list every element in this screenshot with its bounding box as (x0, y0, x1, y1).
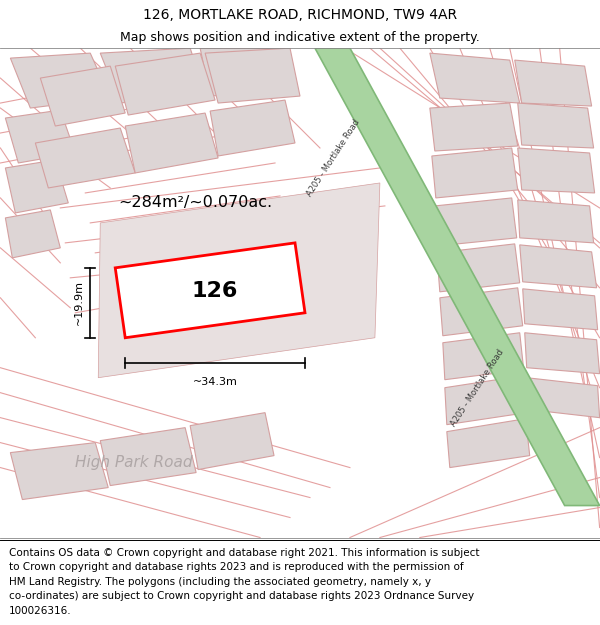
Polygon shape (518, 200, 593, 243)
Polygon shape (447, 419, 530, 468)
Polygon shape (435, 198, 517, 246)
Text: A205 - Mortlake Road: A205 - Mortlake Road (305, 118, 361, 198)
Text: 126, MORTLAKE ROAD, RICHMOND, TW9 4AR: 126, MORTLAKE ROAD, RICHMOND, TW9 4AR (143, 8, 457, 22)
Polygon shape (115, 53, 215, 115)
Polygon shape (445, 376, 527, 424)
Polygon shape (430, 103, 518, 151)
Text: ~34.3m: ~34.3m (193, 377, 238, 387)
Polygon shape (515, 60, 592, 106)
Text: 126: 126 (192, 281, 238, 301)
Polygon shape (440, 288, 523, 336)
Polygon shape (432, 148, 518, 198)
Polygon shape (100, 428, 196, 486)
Polygon shape (527, 378, 599, 418)
Polygon shape (520, 245, 596, 288)
Polygon shape (315, 48, 599, 506)
Polygon shape (100, 48, 205, 103)
Polygon shape (10, 53, 110, 108)
Polygon shape (518, 103, 593, 148)
Text: Contains OS data © Crown copyright and database right 2021. This information is : Contains OS data © Crown copyright and d… (9, 548, 479, 616)
Polygon shape (430, 53, 520, 103)
Polygon shape (5, 110, 75, 163)
Polygon shape (190, 412, 274, 469)
Polygon shape (443, 332, 524, 380)
Polygon shape (40, 66, 125, 126)
Polygon shape (98, 183, 380, 378)
Text: High Park Road: High Park Road (75, 455, 193, 470)
Polygon shape (210, 100, 295, 156)
Text: ~19.9m: ~19.9m (74, 280, 84, 325)
Polygon shape (125, 113, 218, 173)
Text: ~284m²/~0.070ac.: ~284m²/~0.070ac. (118, 196, 272, 211)
Text: A205 - Mortlake Road: A205 - Mortlake Road (449, 348, 506, 428)
Polygon shape (200, 48, 295, 96)
Polygon shape (5, 160, 68, 213)
Text: Map shows position and indicative extent of the property.: Map shows position and indicative extent… (120, 31, 480, 44)
Polygon shape (35, 128, 135, 188)
Polygon shape (437, 244, 520, 292)
Polygon shape (10, 442, 108, 499)
Polygon shape (115, 243, 305, 338)
Polygon shape (523, 289, 598, 330)
Polygon shape (205, 48, 300, 103)
Polygon shape (5, 210, 61, 258)
Polygon shape (518, 148, 595, 193)
Polygon shape (525, 332, 599, 374)
